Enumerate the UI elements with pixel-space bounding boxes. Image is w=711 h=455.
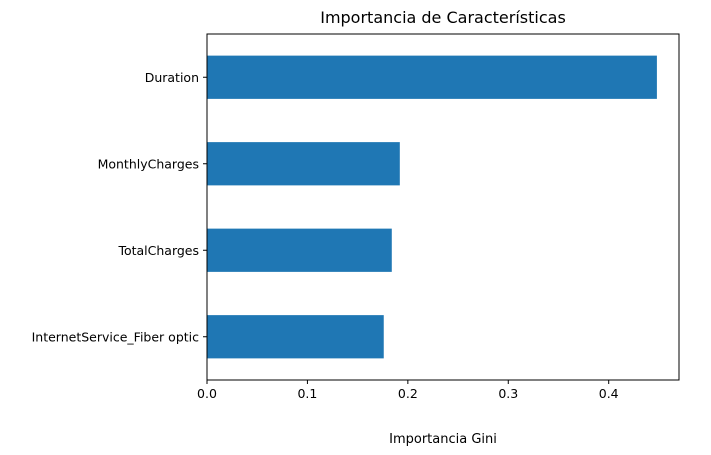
bar-internetservice-fiber-optic (207, 315, 384, 359)
plot-frame (206, 33, 680, 381)
x-tick-label: 0.3 (498, 386, 518, 401)
bar-duration (207, 55, 657, 99)
y-tick-label: TotalCharges (117, 243, 199, 258)
chart-title: Importancia de Características (320, 8, 566, 27)
x-axis-ticks: 0.0 0.1 0.2 0.3 0.4 (197, 380, 619, 401)
x-tick-label: 0.1 (297, 386, 317, 401)
y-tick-label: InternetService_Fiber optic (32, 329, 200, 344)
bar-monthlycharges (207, 142, 400, 186)
x-axis-label: Importancia Gini (389, 432, 497, 447)
bars-group (207, 55, 657, 359)
x-tick-label: 0.2 (398, 386, 418, 401)
x-tick-label: 0.0 (197, 386, 217, 401)
x-tick-label: 0.4 (599, 386, 619, 401)
y-tick-label: MonthlyCharges (98, 156, 199, 171)
y-tick-label: Duration (145, 70, 199, 85)
bar-totalcharges (207, 228, 392, 272)
y-axis-ticks: Duration MonthlyCharges TotalCharges Intern… (32, 70, 207, 344)
